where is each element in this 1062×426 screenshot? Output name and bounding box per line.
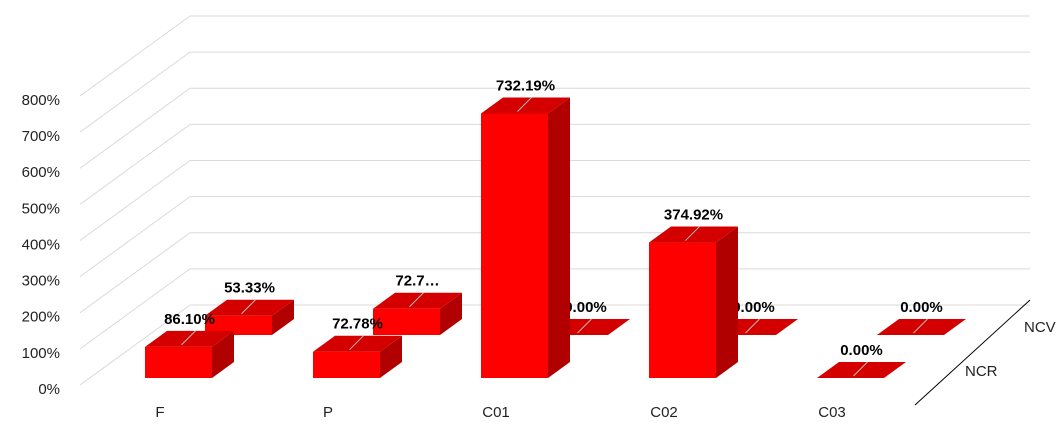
- leader-line: [409, 292, 424, 308]
- y-tick-label: 400%: [22, 236, 60, 253]
- data-label: 0.00%: [900, 299, 943, 316]
- grid-line: [79, 87, 191, 169]
- bar: [649, 226, 738, 378]
- leader-line: [853, 361, 868, 377]
- bar-face: [205, 299, 294, 316]
- bar-face: [145, 346, 212, 378]
- leader-line: [517, 97, 532, 112]
- y-tick-label: 700%: [22, 128, 60, 145]
- leader-line: [181, 330, 196, 346]
- x-tick-label: C01: [482, 404, 510, 421]
- y-tick-label: 100%: [22, 345, 60, 362]
- bar-face: [272, 299, 294, 335]
- leader-line: [745, 318, 760, 334]
- bar-face: [481, 113, 548, 378]
- leader-line: [349, 335, 364, 351]
- leader-line: [241, 299, 256, 315]
- bar-face: [373, 308, 440, 335]
- depth-tick-label: NCR: [965, 363, 998, 380]
- bar: [145, 330, 234, 378]
- bar: [481, 97, 570, 378]
- bar-face: [440, 292, 462, 335]
- grid-line: [79, 160, 191, 241]
- data-label: 86.10%: [164, 311, 215, 328]
- bar-face: [313, 351, 380, 378]
- bar-face: [817, 362, 906, 378]
- bar-face: [877, 319, 966, 335]
- data-label: 72.7…: [395, 273, 439, 290]
- grid-line: [79, 15, 191, 97]
- grid-line: [79, 268, 191, 350]
- bar-face: [380, 335, 402, 378]
- y-tick-label: 600%: [22, 164, 60, 181]
- y-tick-label: 300%: [22, 273, 60, 290]
- data-label: 72.78%: [332, 316, 383, 333]
- data-label: 0.00%: [840, 342, 883, 359]
- grid-line: [79, 304, 191, 386]
- data-label: 732.19%: [496, 77, 555, 94]
- bar-face: [548, 97, 570, 378]
- grid-line: [79, 196, 191, 278]
- y-tick-label: 800%: [22, 92, 60, 109]
- bar: [205, 299, 294, 335]
- data-label: 0.00%: [732, 299, 775, 316]
- x-tick-label: C03: [818, 404, 846, 421]
- data-label: 374.92%: [664, 207, 723, 224]
- bar-face: [481, 97, 570, 114]
- x-tick-label: F: [155, 404, 164, 421]
- y-tick-label: 0%: [38, 381, 60, 398]
- bar-face: [649, 242, 716, 378]
- bar-face: [212, 330, 234, 378]
- bar: [817, 362, 906, 378]
- leader-line: [577, 318, 592, 334]
- bar-face: [716, 226, 738, 378]
- y-tick-label: 200%: [22, 309, 60, 326]
- bar: [877, 319, 966, 335]
- bar: [373, 292, 462, 335]
- depth-axis: [914, 299, 1031, 406]
- grid-line: [79, 123, 191, 205]
- bar-face: [649, 226, 738, 243]
- bar-face: [313, 335, 402, 352]
- bar-face: [205, 315, 272, 335]
- leader-line: [913, 318, 928, 334]
- bar-face: [145, 330, 234, 347]
- x-tick-label: P: [323, 404, 333, 421]
- leader-line: [685, 226, 700, 241]
- bar-face: [373, 292, 462, 309]
- grid-line: [79, 232, 191, 314]
- grid-line: [79, 51, 191, 133]
- data-label: 0.00%: [564, 299, 607, 316]
- data-label: 53.33%: [224, 280, 275, 297]
- y-tick-label: 500%: [22, 200, 60, 217]
- depth-tick-label: NCV: [1024, 319, 1056, 336]
- x-tick-label: C02: [650, 404, 678, 421]
- bar: [313, 335, 402, 378]
